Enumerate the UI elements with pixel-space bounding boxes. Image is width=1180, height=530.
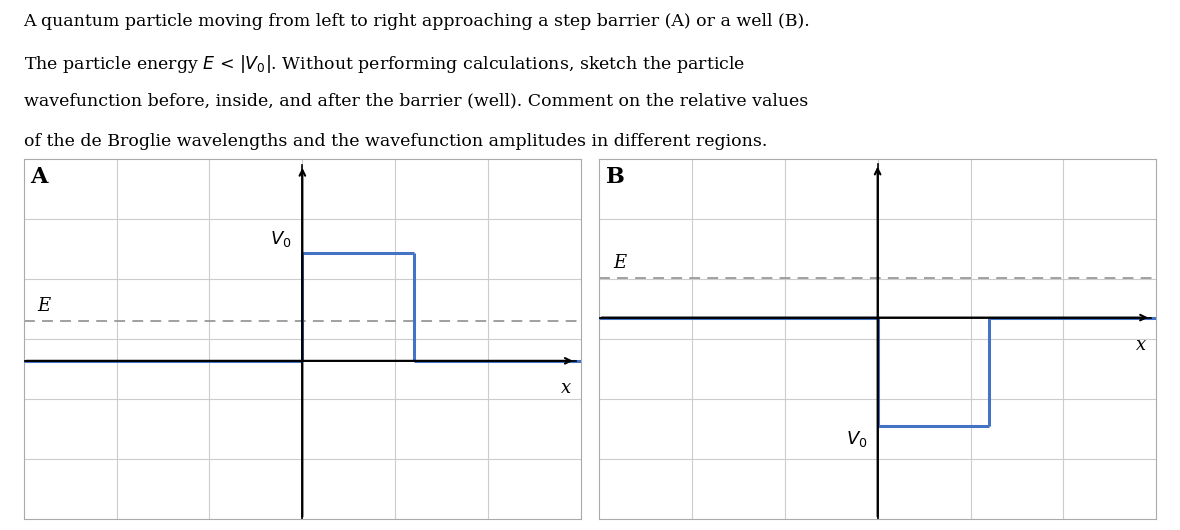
Text: A: A: [31, 166, 48, 188]
Text: E: E: [612, 254, 625, 272]
Text: B: B: [605, 166, 624, 188]
Text: x: x: [1136, 335, 1146, 354]
Text: of the de Broglie wavelengths and the wavefunction amplitudes in different regio: of the de Broglie wavelengths and the wa…: [24, 132, 767, 149]
Text: A quantum particle moving from left to right approaching a step barrier (A) or a: A quantum particle moving from left to r…: [24, 13, 811, 30]
Text: $V_0$: $V_0$: [846, 429, 867, 449]
Text: The particle energy $E$ < $|V_0|$. Without performing calculations, sketch the p: The particle energy $E$ < $|V_0|$. Witho…: [24, 53, 745, 75]
Text: x: x: [560, 379, 571, 397]
Text: wavefunction before, inside, and after the barrier (well). Comment on the relati: wavefunction before, inside, and after t…: [24, 93, 808, 110]
Text: $V_0$: $V_0$: [270, 229, 291, 249]
Text: E: E: [38, 297, 51, 315]
